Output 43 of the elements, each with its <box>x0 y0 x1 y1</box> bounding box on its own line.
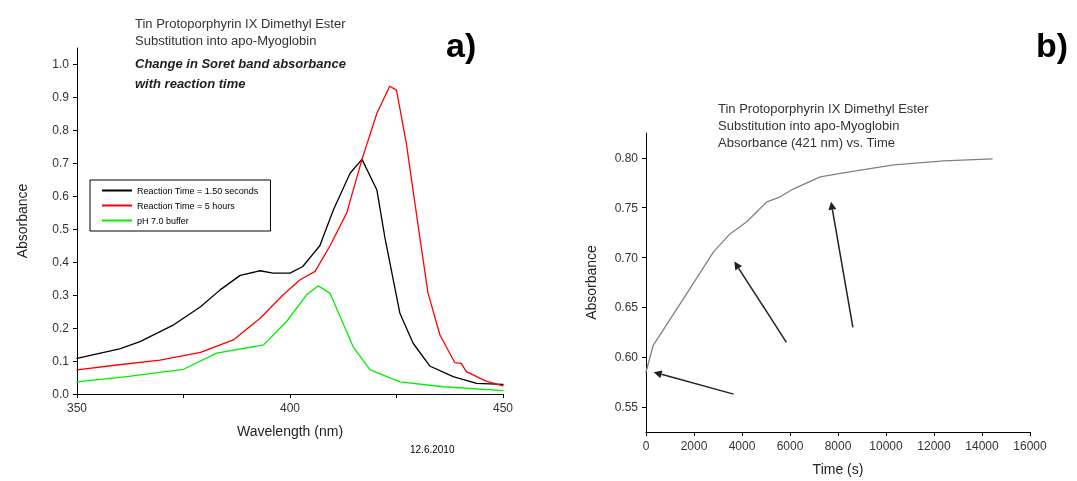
line-series <box>645 158 993 373</box>
y-axis-title: Absorbance <box>14 183 30 259</box>
x-tick-label: 0 <box>642 439 650 453</box>
chart-title: Tin Protoporphyrin IX Dimethyl Ester Substitution into apo-Myoglobin Absorbance (421 nm) vs. Time <box>718 101 930 150</box>
y-tick-label: 0.7 <box>52 156 70 171</box>
text: 12.6.2010 <box>410 443 455 455</box>
x-tick-label: 6000 <box>776 439 804 453</box>
y-axis-title: Absorbance <box>583 244 599 320</box>
x-axis-title: Time (s) <box>812 461 864 477</box>
y-tick-label: 0.65 <box>614 300 639 315</box>
annotation: a) <box>446 26 477 64</box>
x-tick-label: 4000 <box>728 439 756 453</box>
legend-label: pH 7.0 buffer <box>137 215 189 226</box>
x-tick-label: 10000 <box>869 439 904 453</box>
x-axis-title: Wavelength (nm) <box>236 423 344 439</box>
y-tick-label: 0.55 <box>614 400 639 415</box>
y-tick-label: 0.2 <box>52 321 70 336</box>
y-tick-label: 0.60 <box>614 350 639 365</box>
x-tick-label: 14000 <box>965 439 1000 453</box>
y-tick-label: 0.6 <box>52 189 70 204</box>
y-tick-label: 0.5 <box>52 222 70 237</box>
text: b) <box>1036 26 1069 64</box>
y-tick-label: 0.0 <box>52 387 70 401</box>
legend-label: Reaction Time = 5 hours <box>137 200 236 211</box>
y-tick-label: 0.75 <box>614 200 639 215</box>
y-tick-label: 0.80 <box>614 150 639 165</box>
y-tick-label: 0.9 <box>52 90 70 105</box>
y-tick-label: 0.8 <box>52 123 70 138</box>
y-tick-label: 0.1 <box>52 354 70 369</box>
chart-title: Tin Protoporphyrin IX Dimethyl Ester Substitution into apo-Myoglobin <box>135 16 347 48</box>
x-tick-label: 2000 <box>680 439 708 453</box>
legend-label: Reaction Time = 1.50 seconds <box>137 185 259 196</box>
y-tick-label: 1.0 <box>52 57 70 72</box>
x-tick-label: 450 <box>492 401 514 415</box>
y-tick-label: 0.4 <box>52 255 70 270</box>
x-tick-label: 8000 <box>824 439 852 453</box>
x-tick-label: 350 <box>66 401 88 415</box>
y-tick-label: 0.3 <box>52 288 70 303</box>
y-tick-label: 0.70 <box>614 250 639 265</box>
text: Change in Soret band absorbance with reaction time <box>135 55 346 91</box>
x-tick-label: 12000 <box>917 439 952 453</box>
x-tick-label: 400 <box>279 401 301 415</box>
x-tick-label: 16000 <box>1013 439 1048 453</box>
